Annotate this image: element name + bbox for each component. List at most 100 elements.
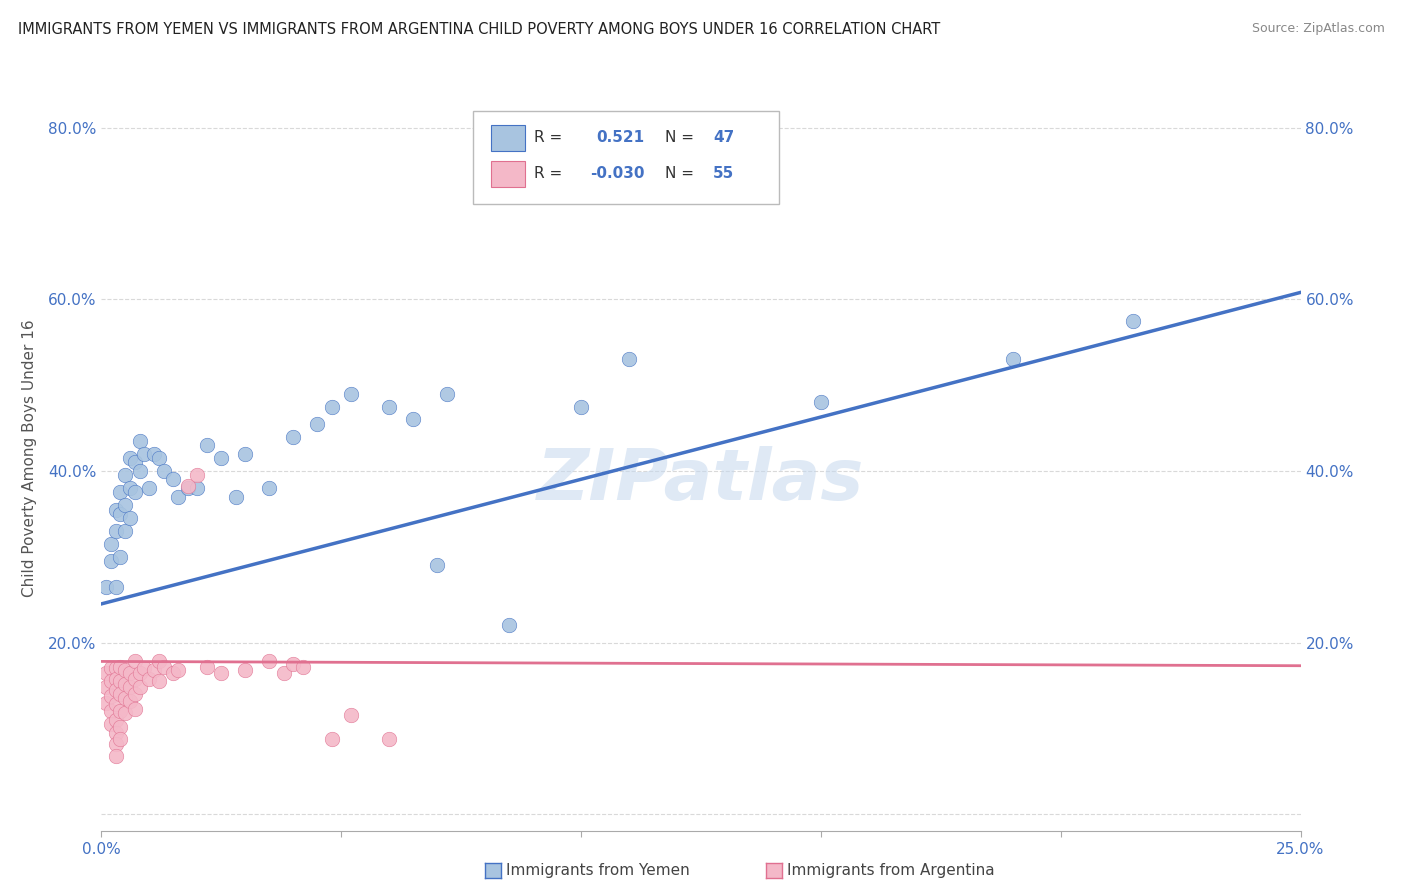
Point — [186, 481, 208, 495]
Point — [128, 665, 150, 680]
Text: ZIPatlas: ZIPatlas — [537, 446, 865, 515]
Point — [104, 713, 127, 727]
Point — [233, 447, 256, 461]
Point — [138, 672, 160, 686]
Point — [339, 708, 361, 723]
Point — [104, 698, 127, 712]
Point — [307, 417, 329, 431]
Point — [114, 498, 136, 512]
Point — [94, 580, 117, 594]
Point — [118, 451, 141, 466]
Point — [114, 663, 136, 677]
Point — [118, 694, 141, 708]
Point — [1122, 314, 1144, 328]
Point — [233, 663, 256, 677]
Point — [114, 524, 136, 538]
Point — [114, 691, 136, 706]
Point — [104, 725, 127, 739]
Point — [291, 659, 314, 673]
Point — [94, 665, 117, 680]
Point — [498, 618, 520, 632]
Point — [148, 655, 170, 669]
Point — [1001, 352, 1024, 367]
Point — [100, 717, 122, 731]
Point — [257, 655, 280, 669]
Point — [225, 490, 247, 504]
Point — [167, 663, 190, 677]
Point — [810, 395, 832, 409]
Point — [128, 464, 150, 478]
Point — [148, 674, 170, 689]
Point — [124, 702, 146, 716]
Point — [176, 479, 198, 493]
Point — [114, 677, 136, 691]
Point — [321, 400, 343, 414]
Text: IMMIGRANTS FROM YEMEN VS IMMIGRANTS FROM ARGENTINA CHILD POVERTY AMONG BOYS UNDE: IMMIGRANTS FROM YEMEN VS IMMIGRANTS FROM… — [18, 22, 941, 37]
Point — [110, 674, 132, 689]
Point — [617, 352, 640, 367]
Text: 55: 55 — [713, 166, 734, 181]
Point — [134, 661, 156, 675]
Point — [94, 696, 117, 710]
Point — [110, 507, 132, 521]
Point — [104, 737, 127, 751]
Point — [118, 511, 141, 525]
Point — [100, 661, 122, 675]
Point — [281, 429, 304, 443]
Point — [195, 438, 218, 452]
Text: Immigrants from Yemen: Immigrants from Yemen — [506, 863, 690, 878]
Point — [124, 687, 146, 701]
Point — [104, 748, 127, 763]
Point — [110, 549, 132, 564]
Point — [209, 665, 232, 680]
Point — [118, 680, 141, 694]
Point — [143, 663, 166, 677]
Point — [114, 468, 136, 483]
Point — [128, 680, 150, 694]
Point — [100, 554, 122, 568]
Point — [402, 412, 425, 426]
Point — [176, 481, 198, 495]
Point — [110, 720, 132, 734]
Point — [273, 665, 295, 680]
Point — [124, 672, 146, 686]
Point — [143, 447, 166, 461]
Point — [209, 451, 232, 466]
Point — [152, 464, 174, 478]
Point — [128, 434, 150, 448]
Point — [118, 481, 141, 495]
Point — [100, 689, 122, 703]
Text: R =: R = — [534, 130, 562, 145]
Text: Immigrants from Argentina: Immigrants from Argentina — [787, 863, 995, 878]
Text: N =: N = — [665, 130, 695, 145]
Point — [94, 680, 117, 694]
Point — [110, 485, 132, 500]
Point — [100, 704, 122, 718]
Point — [167, 490, 190, 504]
Point — [378, 400, 401, 414]
Point — [569, 400, 592, 414]
Point — [104, 524, 127, 538]
Point — [138, 481, 160, 495]
Text: Source: ZipAtlas.com: Source: ZipAtlas.com — [1251, 22, 1385, 36]
Point — [436, 386, 458, 401]
Point — [257, 481, 280, 495]
Text: N =: N = — [665, 166, 695, 181]
Point — [114, 706, 136, 720]
Point — [110, 659, 132, 673]
Point — [152, 659, 174, 673]
FancyBboxPatch shape — [491, 161, 524, 187]
Point — [148, 451, 170, 466]
Point — [110, 687, 132, 701]
Point — [118, 665, 141, 680]
Point — [281, 657, 304, 671]
Point — [162, 473, 184, 487]
Point — [110, 704, 132, 718]
Point — [321, 731, 343, 746]
Point — [378, 731, 401, 746]
Point — [186, 468, 208, 483]
Point — [104, 580, 127, 594]
Text: 47: 47 — [713, 130, 734, 145]
Text: R =: R = — [534, 166, 562, 181]
Point — [124, 655, 146, 669]
